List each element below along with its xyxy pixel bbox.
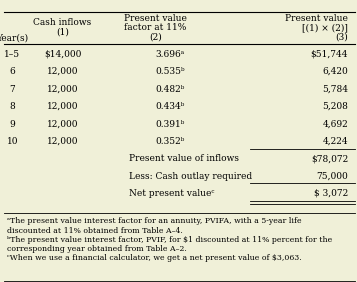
Text: $51,744: $51,744 xyxy=(311,50,348,59)
Text: (2): (2) xyxy=(149,32,162,41)
Text: Present value: Present value xyxy=(285,14,348,23)
Text: 12,000: 12,000 xyxy=(47,137,78,146)
Text: 8: 8 xyxy=(10,102,15,111)
Text: $78,072: $78,072 xyxy=(311,154,348,163)
Text: 12,000: 12,000 xyxy=(47,85,78,94)
Text: Cash inflows: Cash inflows xyxy=(33,18,92,27)
Text: Year(s): Year(s) xyxy=(0,33,29,42)
Text: 0.482ᵇ: 0.482ᵇ xyxy=(155,85,185,94)
Text: 6,420: 6,420 xyxy=(322,67,348,76)
Text: 6: 6 xyxy=(10,67,15,76)
Text: $ 3,072: $ 3,072 xyxy=(314,189,348,198)
Text: 0.535ᵇ: 0.535ᵇ xyxy=(155,67,185,76)
Text: 5,208: 5,208 xyxy=(322,102,348,111)
Text: (1): (1) xyxy=(56,28,69,36)
Text: 0.352ᵇ: 0.352ᵇ xyxy=(155,137,185,146)
Text: 1–5: 1–5 xyxy=(4,50,21,59)
Text: 9: 9 xyxy=(10,120,15,129)
Text: 0.434ᵇ: 0.434ᵇ xyxy=(155,102,185,111)
Text: 12,000: 12,000 xyxy=(47,102,78,111)
Text: Present value of inflows: Present value of inflows xyxy=(129,154,238,163)
Text: factor at 11%: factor at 11% xyxy=(124,23,186,32)
Text: 12,000: 12,000 xyxy=(47,120,78,129)
Text: Less: Cash outlay required: Less: Cash outlay required xyxy=(129,171,252,180)
Text: $14,000: $14,000 xyxy=(44,50,81,59)
Text: 75,000: 75,000 xyxy=(316,171,348,180)
Text: Present value: Present value xyxy=(124,14,187,23)
Text: 12,000: 12,000 xyxy=(47,67,78,76)
Text: Net present valueᶜ: Net present valueᶜ xyxy=(129,189,214,198)
Text: 3.696ᵃ: 3.696ᵃ xyxy=(155,50,185,59)
Text: 5,784: 5,784 xyxy=(322,85,348,94)
Text: 4,224: 4,224 xyxy=(322,137,348,146)
Text: ᶜWhen we use a financial calculator, we get a net present value of $3,063.: ᶜWhen we use a financial calculator, we … xyxy=(7,254,302,262)
Text: [(1) × (2)]: [(1) × (2)] xyxy=(302,23,348,32)
Text: ᵇThe present value interest factor, PVIF, for $1 discounted at 11% percent for t: ᵇThe present value interest factor, PVIF… xyxy=(7,236,332,253)
Text: 0.391ᵇ: 0.391ᵇ xyxy=(155,120,185,129)
Text: 4,692: 4,692 xyxy=(322,120,348,129)
Text: 7: 7 xyxy=(10,85,15,94)
Text: (3): (3) xyxy=(335,32,348,41)
Text: 10: 10 xyxy=(7,137,18,146)
Text: ᵃThe present value interest factor for an annuity, PVIFA, with a 5-year life
dis: ᵃThe present value interest factor for a… xyxy=(7,217,302,235)
